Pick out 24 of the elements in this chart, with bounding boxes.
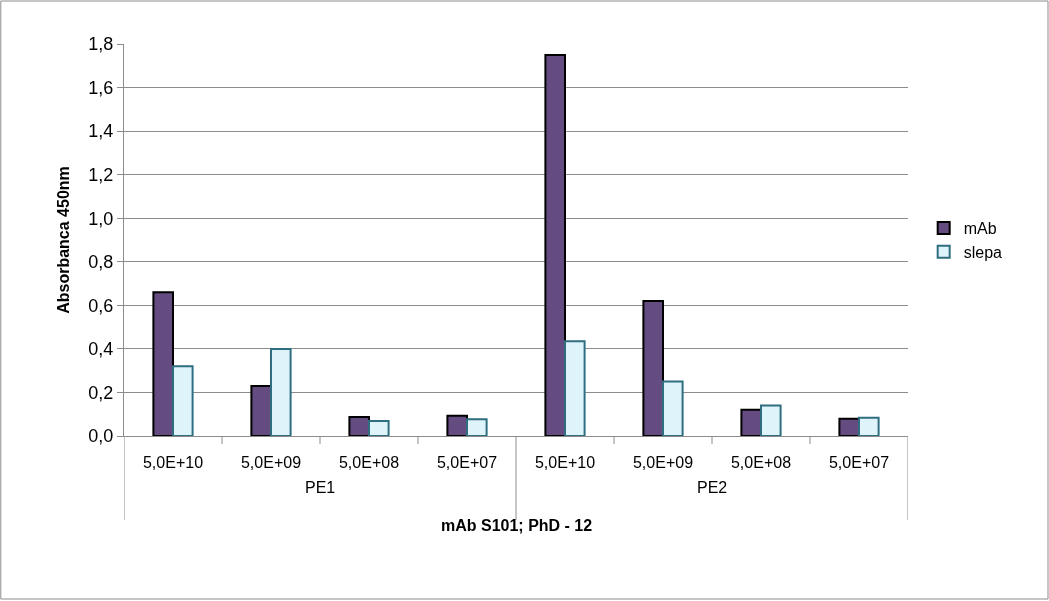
y-tick-label: 0,6 (88, 295, 114, 316)
x-tick-label: 5,0E+10 (142, 454, 204, 472)
y-tick-label: 1,0 (88, 208, 114, 229)
x-tick-label: 5,0E+07 (828, 454, 890, 472)
x-tick-label: 5,0E+08 (338, 454, 400, 472)
text: PE1 (305, 479, 336, 496)
y-tick-label: 0,2 (88, 382, 114, 403)
text: PE2 (697, 479, 728, 496)
x-tick-label: 5,0E+09 (632, 454, 694, 472)
y-tick-label: 1,8 (88, 34, 114, 55)
x-tick-label: 5,0E+10 (534, 454, 596, 472)
y-tick-label: 1,4 (88, 121, 114, 142)
x-tick-label: 5,0E+07 (436, 454, 498, 472)
y-tick-label: 0,8 (88, 252, 114, 273)
x-tick-label: 5,0E+09 (240, 454, 302, 472)
legend-label: mAb (963, 220, 997, 238)
x-axis-title: mAb S101; PhD - 12 (441, 517, 593, 534)
y-tick-label: 1,6 (88, 77, 114, 98)
x-tick-label: 5,0E+08 (730, 454, 792, 472)
y-tick-label: 0,0 (88, 426, 114, 447)
y-axis-title: Absorbanca 450nm (55, 166, 73, 314)
y-tick-label: 1,2 (88, 164, 114, 185)
y-tick-label: 0,4 (88, 339, 114, 360)
legend-label: slepa (963, 243, 1003, 261)
